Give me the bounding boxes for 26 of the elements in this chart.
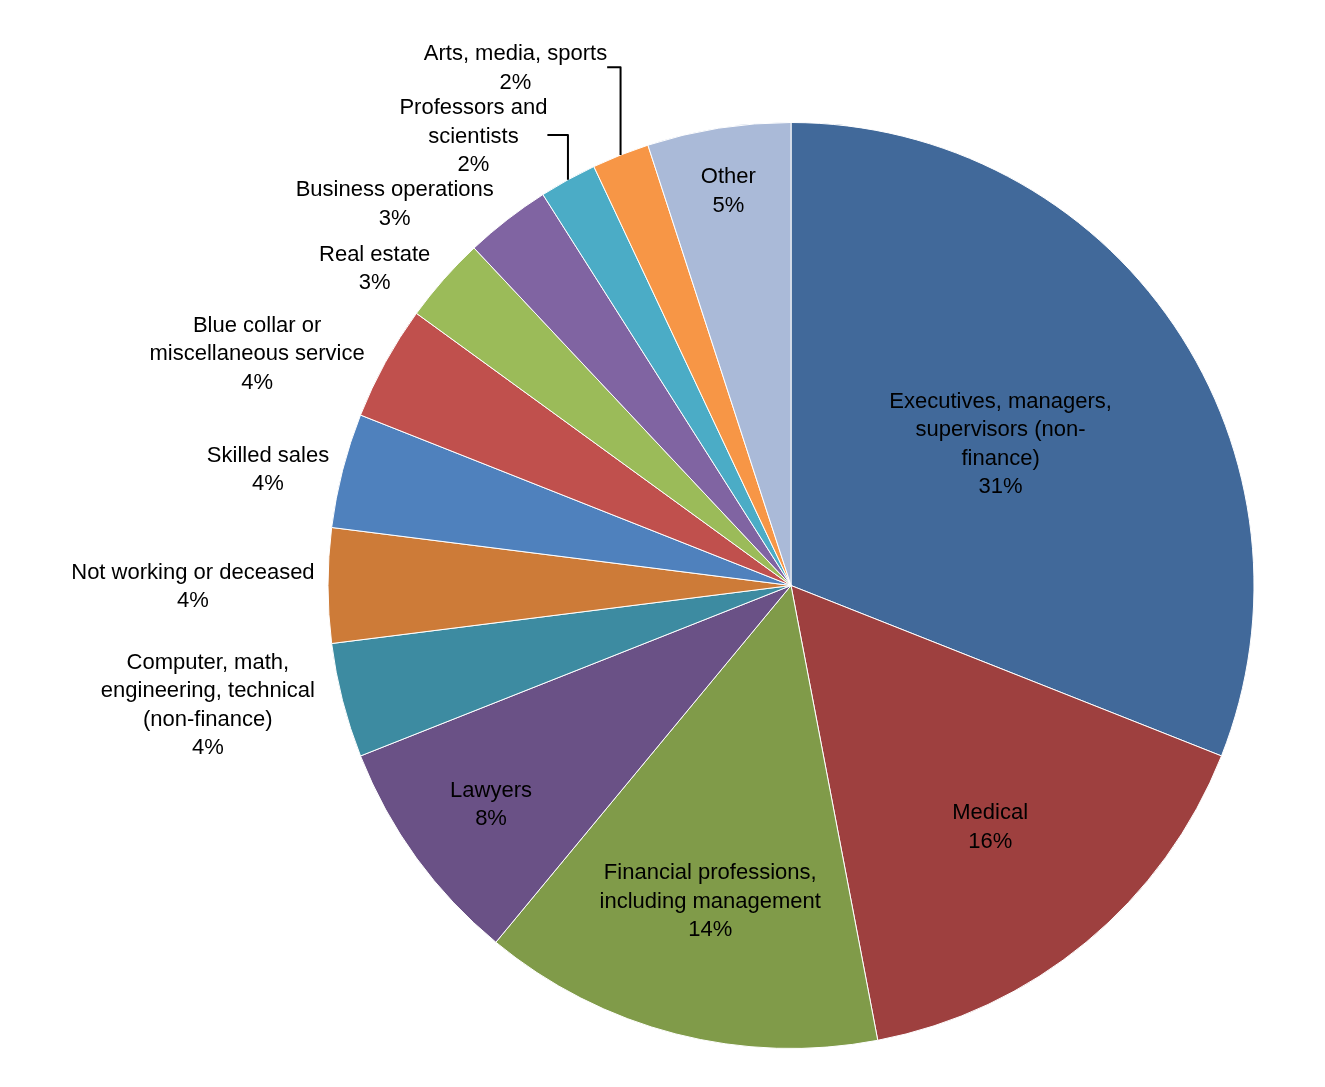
slice-label: Computer, math, engineering, technical (non-finance) xyxy=(100,648,315,731)
slice-label: Other xyxy=(700,163,756,189)
data-label: 8% xyxy=(475,805,507,831)
slice-label: Not working or deceased xyxy=(71,558,315,584)
data-label: 4% xyxy=(241,369,274,395)
data-label: 3% xyxy=(378,204,411,230)
data-label: 3% xyxy=(358,269,391,295)
slice-label: Professors and scientists xyxy=(399,93,548,148)
slice-label: Executives, managers, supervisors (non-finance) xyxy=(889,387,1112,470)
slice-label: Skilled sales xyxy=(206,441,330,467)
slice-label: Financial professions, including management xyxy=(599,858,821,913)
data-label: 4% xyxy=(252,470,284,496)
slice-label: Business operations xyxy=(295,176,494,202)
slice-label: Blue collar or miscellaneous service xyxy=(149,311,365,366)
data-label: 4% xyxy=(191,734,224,760)
data-label: 16% xyxy=(968,828,1013,854)
slice-label: Arts, media, sports xyxy=(423,40,608,66)
data-label: 4% xyxy=(177,587,209,613)
data-label: 5% xyxy=(712,191,745,217)
slice-label: Medical xyxy=(952,799,1029,825)
data-label: 14% xyxy=(688,916,733,942)
data-label: 31% xyxy=(978,473,1023,499)
slice-label: Lawyers xyxy=(450,776,532,802)
data-label: 2% xyxy=(499,68,532,94)
slice-label: Real estate xyxy=(319,240,431,266)
data-label: 2% xyxy=(457,151,490,177)
